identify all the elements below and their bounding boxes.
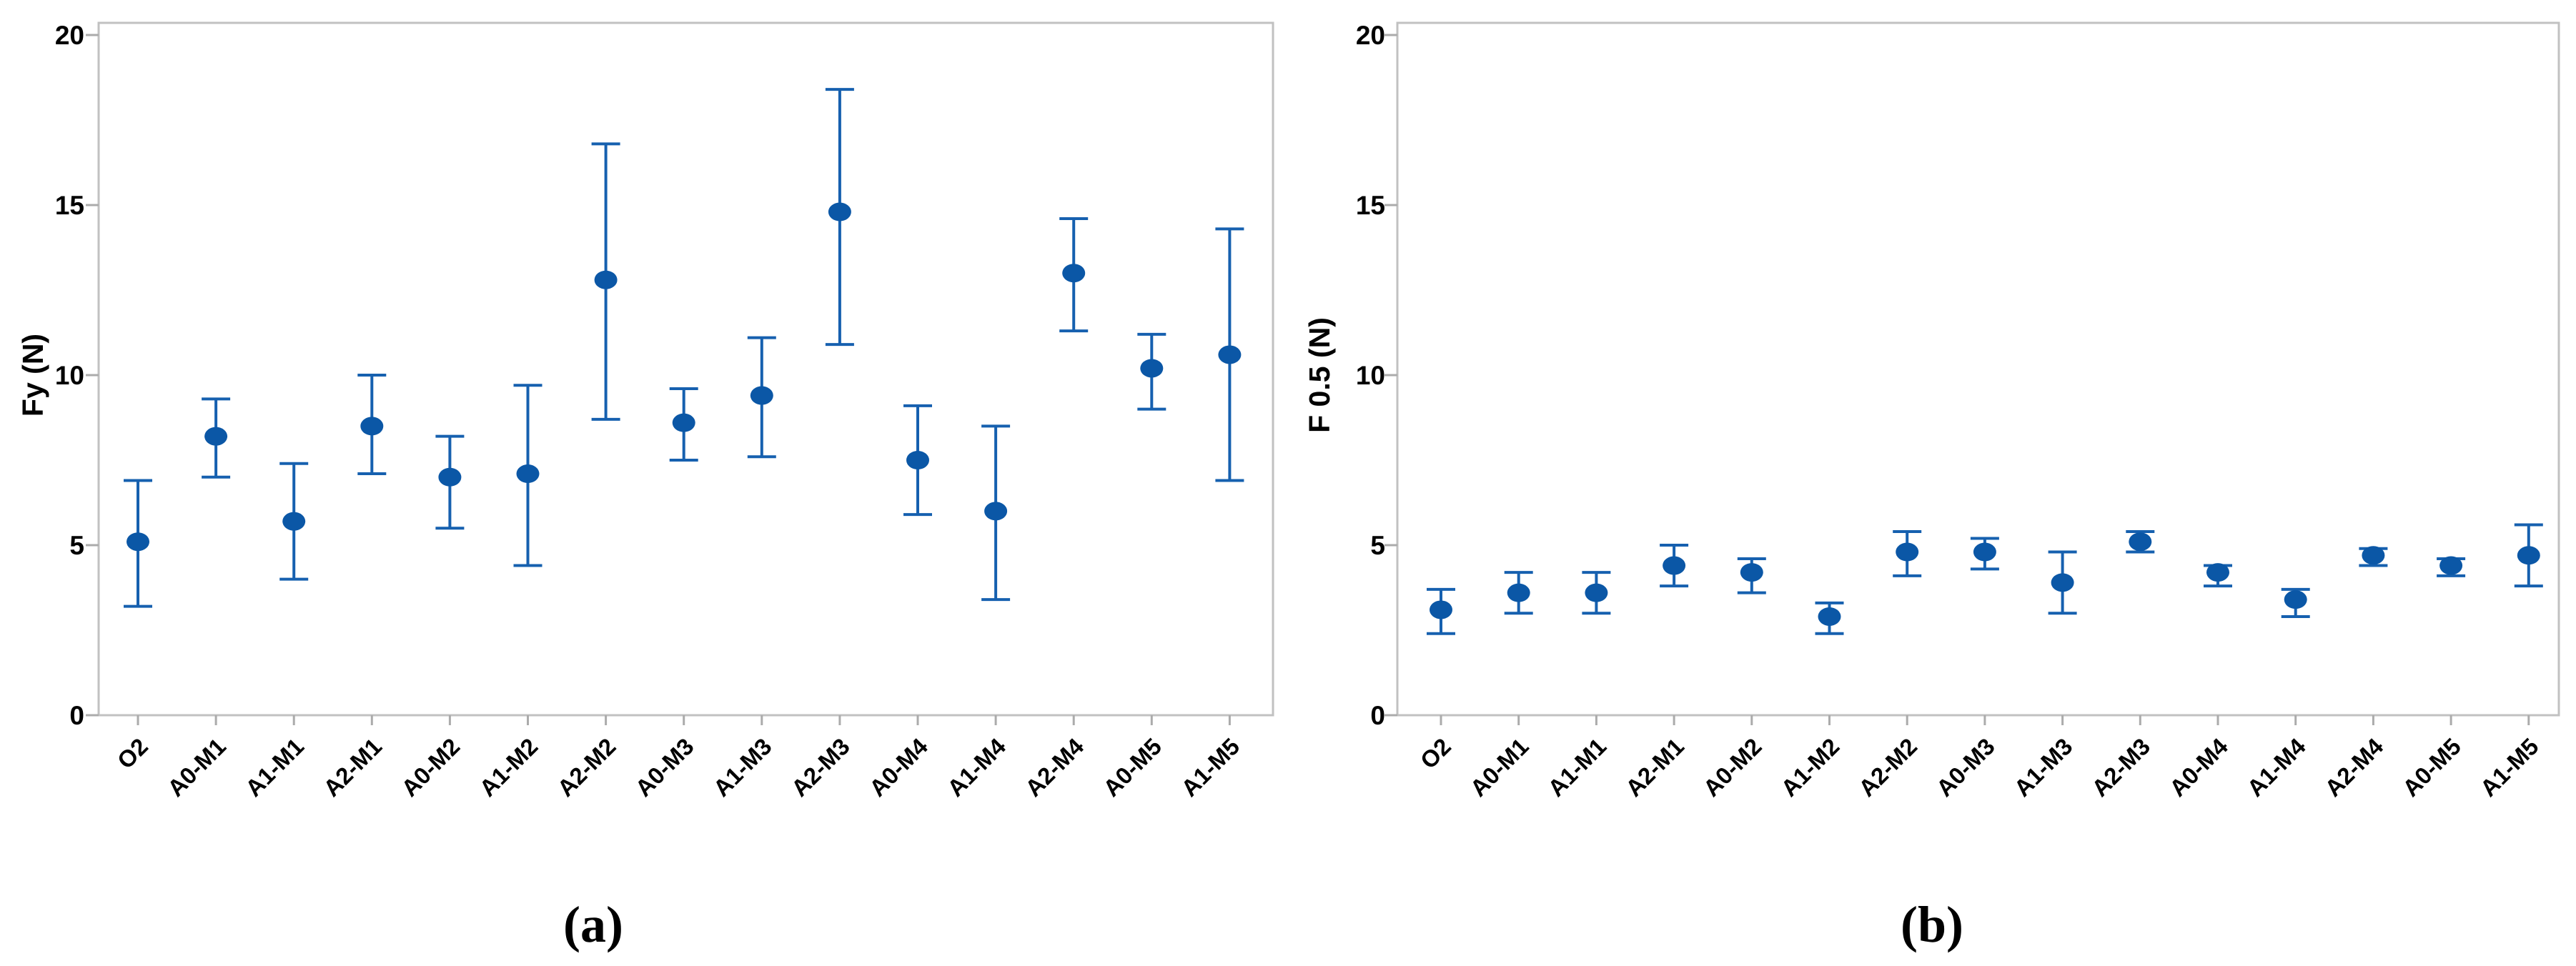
- data-point: [2284, 590, 2307, 609]
- data-point: [984, 502, 1008, 521]
- data-point: [438, 467, 462, 487]
- x-tick-label: A2-M4: [1020, 732, 1089, 802]
- x-tick-label: A2-M1: [1620, 733, 1689, 802]
- y-tick-label: 20: [1356, 21, 1385, 50]
- x-tick-label: A2-M2: [1853, 733, 1922, 802]
- y-axis-label: F 0.5 (N): [1303, 317, 1336, 433]
- x-tick-label: O2: [112, 733, 153, 774]
- x-tick-label: A0-M1: [1465, 733, 1533, 802]
- data-point: [2517, 546, 2540, 565]
- data-point: [2206, 563, 2229, 582]
- panel-a: 0 5 10 15 20 O2 A0-M1 A1-M1 A2-M1 A0-M2 A1-M2 A2-M2…: [16, 21, 1274, 953]
- x-tick-label: A0-M4: [864, 732, 933, 802]
- panel-caption: (b): [1901, 896, 1963, 953]
- data-point: [906, 451, 929, 469]
- data-point: [1973, 542, 1996, 562]
- data-point: [1896, 542, 1919, 562]
- data-point: [2129, 532, 2152, 552]
- x-tick-label: A2-M2: [552, 733, 620, 802]
- x-tick-label: A0-M2: [1698, 733, 1767, 802]
- y-tick-label: 10: [55, 361, 84, 390]
- y-tick-label: 5: [69, 531, 84, 560]
- x-tick-label: A2-M1: [318, 733, 387, 802]
- x-tick-label: A1-M5: [2475, 733, 2544, 802]
- x-tick-label: A1-M3: [708, 733, 777, 802]
- data-point: [1140, 359, 1164, 378]
- data-point: [594, 270, 618, 289]
- x-tick-label: A1-M2: [1775, 733, 1844, 802]
- x-tick-label: A1-M5: [1176, 733, 1244, 802]
- plot-frame: [1396, 21, 2560, 717]
- data-point: [204, 427, 228, 446]
- y-tick-label: 0: [1370, 701, 1385, 730]
- y-tick-label: 15: [55, 191, 84, 220]
- x-tick-label: A0-M3: [1931, 733, 2000, 802]
- x-tick-label: A0-M3: [630, 733, 698, 802]
- data-point: [1218, 345, 1242, 364]
- x-tick-label: A1-M4: [942, 732, 1011, 802]
- data-point: [2051, 573, 2074, 592]
- data-point: [1818, 607, 1841, 626]
- y-tick-label: 0: [69, 701, 84, 730]
- x-tick-label: A0-M1: [162, 733, 231, 802]
- x-tick-label: A0-M5: [1098, 733, 1166, 802]
- data-point: [1430, 600, 1452, 619]
- panel-b: 0 5 10 15 20 O2 A0-M1 A1-M1 A2-M1 A0-M2 A1-M2 A2-M2…: [1303, 21, 2560, 953]
- y-tick-label: 10: [1356, 361, 1385, 390]
- x-tick-label: O2: [1415, 733, 1456, 774]
- x-tick-label: A1-M2: [474, 733, 543, 802]
- data-point: [828, 202, 851, 221]
- x-tick-label: A1-M3: [2008, 733, 2077, 802]
- data-point: [516, 464, 540, 484]
- data-point: [750, 386, 773, 405]
- data-point: [2362, 546, 2385, 565]
- data-point: [127, 532, 149, 552]
- x-tick-label: A2-M3: [786, 733, 855, 802]
- data-point: [360, 417, 384, 436]
- x-tick-label: A1-M1: [240, 733, 309, 802]
- data-point: [2439, 556, 2463, 575]
- plot-frame: [97, 21, 1274, 717]
- data-point: [1740, 563, 1763, 582]
- data-point: [1062, 264, 1086, 283]
- x-tick-label: A2-M3: [2086, 733, 2155, 802]
- x-tick-label: A0-M5: [2397, 733, 2466, 802]
- y-axis-label: Fy (N): [16, 334, 49, 417]
- x-tick-label: A2-M4: [2319, 732, 2389, 802]
- y-tick-label: 5: [1370, 531, 1385, 560]
- x-tick-label: A0-M4: [2164, 732, 2234, 802]
- x-tick-label: A1-M1: [1542, 733, 1611, 802]
- panel-caption: (a): [563, 896, 623, 953]
- data-point: [282, 512, 306, 531]
- data-point: [672, 413, 695, 432]
- data-point: [1585, 583, 1608, 602]
- y-tick-label: 15: [1356, 191, 1385, 220]
- data-point: [1507, 583, 1530, 602]
- data-point: [1663, 556, 1686, 575]
- x-tick-label: A0-M2: [396, 733, 465, 802]
- x-tick-label: A1-M4: [2241, 732, 2311, 802]
- y-tick-label: 20: [55, 21, 84, 50]
